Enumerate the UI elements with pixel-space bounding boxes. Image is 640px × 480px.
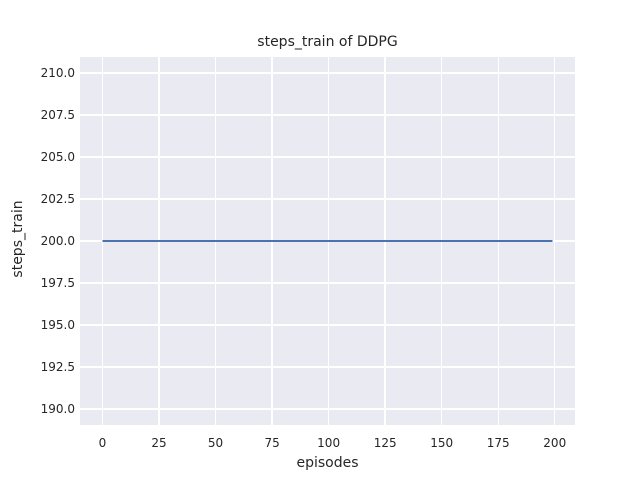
plot-area	[80, 57, 575, 425]
y-gridline	[80, 366, 575, 368]
y-tick-label: 210.0	[40, 65, 75, 80]
y-gridline	[80, 282, 575, 284]
y-tick-label: 197.5	[40, 276, 75, 290]
y-tick-label: 192.5	[40, 360, 75, 375]
x-gridline	[554, 57, 556, 425]
y-tick-label: 195.0	[40, 318, 75, 333]
y-gridline	[80, 156, 575, 158]
x-tick-label: 175	[486, 436, 510, 450]
x-tick-label: 150	[430, 436, 454, 450]
y-gridline	[80, 114, 575, 116]
y-gridline	[80, 324, 575, 326]
x-tick-label: 200	[543, 436, 567, 450]
x-tick-label: 0	[98, 436, 107, 450]
y-tick-label: 205.0	[40, 149, 75, 164]
x-tick-label: 50	[207, 436, 224, 450]
y-gridline	[80, 72, 575, 74]
x-tick-label: 75	[264, 436, 280, 450]
x-axis-label: episodes	[296, 455, 359, 471]
x-tick-label: 100	[317, 436, 341, 450]
y-tick-label: 207.5	[40, 107, 75, 122]
chart-title: steps_train of DDPG	[257, 34, 398, 50]
y-tick-label: 200.0	[40, 234, 75, 248]
x-tick-label: 125	[373, 436, 397, 450]
y-tick-label: 190.0	[40, 402, 75, 417]
x-gridline	[101, 57, 104, 425]
y-tick-label: 202.5	[40, 191, 75, 206]
x-tick-label: 25	[151, 436, 167, 450]
y-gridline	[80, 408, 575, 410]
y-gridline	[80, 198, 575, 200]
series-layer	[102, 240, 553, 242]
